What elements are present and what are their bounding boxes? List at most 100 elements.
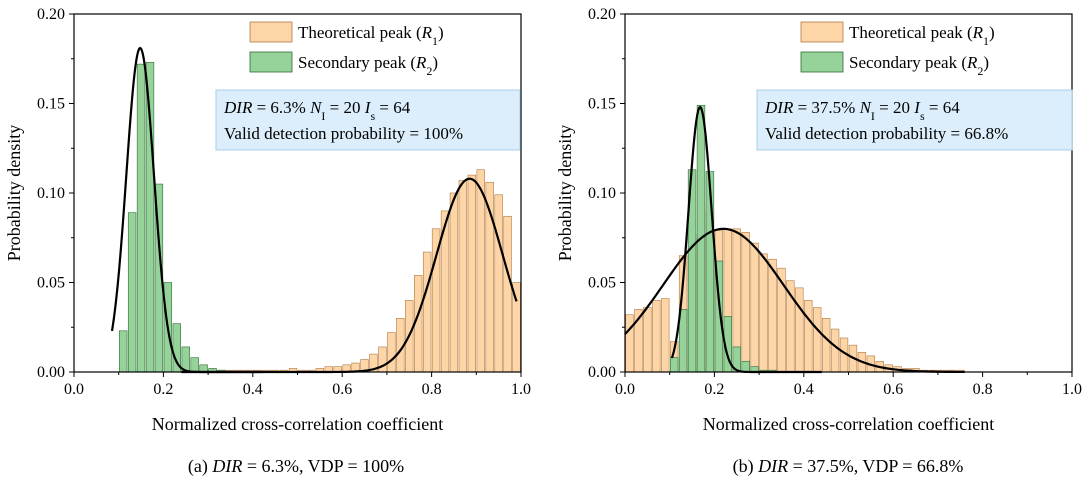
legend-swatch-secondary — [800, 51, 844, 73]
y-tick-label: 0.10 — [588, 185, 616, 202]
legend-swatch-theoretical — [249, 21, 293, 43]
info-parameter-part: I — [871, 109, 875, 123]
x-tick-label: 1.0 — [1062, 381, 1082, 398]
bar — [458, 180, 468, 373]
legend-text-part: ) — [432, 53, 438, 72]
bar — [741, 232, 750, 373]
bar — [190, 357, 199, 373]
y-axis-label: Probability density — [555, 125, 575, 262]
legend-symbol: R — [966, 53, 978, 72]
chart-panel-a: 0.0 0.2 0.4 0.6 0.8 1.0 0.00 0.05 0.10 0.15 0.20 No… — [4, 6, 531, 477]
bar — [768, 258, 777, 373]
caption-dir-label: DIR — [757, 456, 788, 476]
bar — [136, 63, 146, 373]
info-parameters: DIR = 37.5% NI = 20 Is = 64 — [764, 98, 960, 123]
x-tick-label: 0.0 — [64, 381, 84, 398]
x-tick-label: 0.0 — [615, 381, 635, 398]
y-tick-label: 0.00 — [588, 364, 616, 381]
legend-text-part: Theoretical peak ( — [849, 23, 973, 42]
info-parameter-part: s — [370, 109, 375, 123]
info-parameter-part: = 6.3% — [252, 98, 310, 117]
caption-rest: = 6.3%, VDP = 100% — [242, 456, 404, 476]
bar — [821, 317, 831, 373]
bar — [643, 307, 652, 373]
y-tick-label: 0.05 — [37, 275, 65, 292]
x-tick-label: 0.8 — [422, 381, 442, 398]
bar — [449, 192, 459, 373]
chart-panel-b: 0.0 0.2 0.4 0.6 0.8 1.0 0.00 0.05 0.10 0.15 0.20 No… — [555, 6, 1082, 477]
info-parameter-part: N — [859, 98, 873, 117]
caption-rest: = 37.5%, VDP = 66.8% — [788, 456, 963, 476]
bar — [741, 360, 750, 373]
series-secondary — [119, 62, 226, 373]
y-axis-label: Probability density — [4, 125, 24, 262]
legend-text-part: Secondary peak ( — [849, 53, 967, 72]
legend-subscript: 1 — [983, 34, 989, 48]
legend-text-part: ) — [989, 23, 995, 42]
legend-symbol: R — [415, 53, 427, 72]
series-theoretical — [172, 169, 521, 373]
x-tick-label: 0.2 — [704, 381, 724, 398]
y-tick-label: 0.15 — [37, 96, 65, 113]
bar — [476, 169, 485, 373]
bar — [759, 253, 768, 373]
fit-curve-theoretical — [624, 227, 965, 374]
info-parameter-part: = 37.5% — [793, 98, 859, 117]
y-tick-label: 0.20 — [37, 6, 65, 23]
info-parameter-part: s — [920, 109, 925, 123]
info-parameters: DIR = 6.3% NI = 20 Is = 64 — [223, 98, 411, 123]
legend-symbol: R — [421, 23, 433, 42]
y-tick-label: 0.05 — [588, 275, 616, 292]
x-tick-label: 1.0 — [511, 381, 531, 398]
info-parameter-part: DIR — [223, 98, 253, 117]
info-parameter-part: = 20 — [875, 98, 914, 117]
y-tick-label: 0.20 — [588, 6, 616, 23]
x-tick-label: 0.6 — [883, 381, 903, 398]
info-box-background — [215, 89, 521, 151]
info-parameter-part: I — [913, 98, 921, 117]
legend-subscript: 1 — [432, 34, 438, 48]
bar — [678, 309, 688, 373]
panel-caption: (a) DIR = 6.3%, VDP = 100% — [188, 456, 404, 477]
legend: Theoretical peak (R1)Secondary peak (R2) — [800, 21, 995, 78]
bar — [422, 251, 432, 373]
info-valid-probability: Valid detection probability = 66.8% — [765, 124, 1008, 143]
bar — [127, 212, 137, 373]
y-tick-label: 0.15 — [588, 96, 616, 113]
bar — [795, 287, 804, 373]
legend-swatch-secondary — [249, 51, 293, 73]
bar — [750, 242, 759, 373]
caption-dir-label: DIR — [211, 456, 242, 476]
bar — [661, 298, 670, 373]
x-tick-label: 0.4 — [243, 381, 263, 398]
bar — [652, 300, 661, 373]
legend-subscript: 2 — [426, 64, 432, 78]
bar — [830, 328, 840, 373]
series-theoretical — [625, 210, 965, 373]
x-tick-label: 0.4 — [794, 381, 814, 398]
legend-label-secondary: Secondary peak (R2) — [298, 53, 438, 78]
y-tick-label: 0.10 — [37, 185, 65, 202]
info-parameter-part: = 64 — [375, 98, 411, 117]
bar — [494, 194, 503, 373]
bar — [813, 307, 822, 373]
y-tick-label: 0.00 — [37, 364, 65, 381]
info-valid-probability: Valid detection probability = 100% — [224, 124, 463, 143]
legend-symbol: R — [972, 23, 984, 42]
legend-subscript: 2 — [977, 64, 983, 78]
legend-label-theoretical: Theoretical peak (R1) — [849, 23, 995, 48]
info-parameter-part: = 64 — [925, 98, 961, 117]
info-parameter-part: I — [364, 98, 372, 117]
bar — [669, 357, 679, 373]
panel-caption: (b) DIR = 37.5%, VDP = 66.8% — [733, 456, 964, 477]
bar — [119, 330, 128, 373]
legend-label-secondary: Secondary peak (R2) — [849, 53, 989, 78]
info-parameter-part: = 20 — [325, 98, 364, 117]
x-tick-label: 0.8 — [973, 381, 993, 398]
x-tick-label: 0.6 — [332, 381, 352, 398]
caption-prefix: (a) — [188, 456, 212, 477]
x-tick-label: 0.2 — [153, 381, 173, 398]
